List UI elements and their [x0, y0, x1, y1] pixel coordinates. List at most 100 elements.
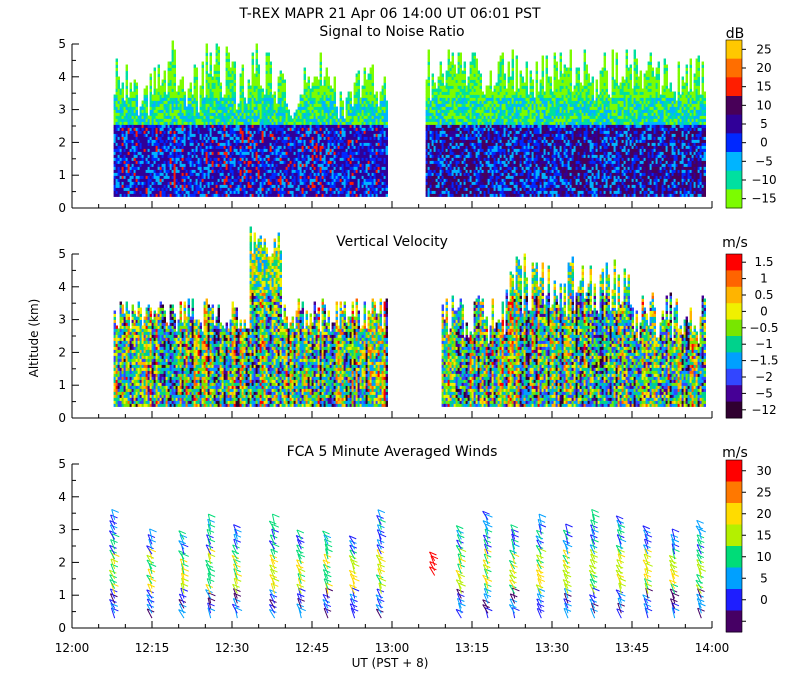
- heatmap-cell: [184, 98, 186, 101]
- heatmap-cell: [202, 77, 204, 80]
- snr-heatmap: [114, 41, 706, 197]
- heatmap-cell: [164, 80, 166, 83]
- heatmap-cell: [126, 80, 128, 83]
- heatmap-cell: [164, 74, 166, 77]
- heatmap-cell: [146, 89, 148, 92]
- heatmap-cell: [174, 53, 176, 56]
- heatmap-cell: [202, 71, 204, 74]
- heatmap-cell: [150, 80, 152, 83]
- heatmap-cell: [136, 86, 138, 89]
- heatmap-cell: [146, 86, 148, 89]
- heatmap-cell: [182, 83, 184, 86]
- heatmap-cell: [174, 56, 176, 59]
- main-title: T-REX MAPR 21 Apr 06 14:00 UT 06:01 PST: [238, 6, 541, 22]
- heatmap-cell: [196, 68, 198, 71]
- heatmap-cell: [174, 50, 176, 53]
- heatmap-cell: [174, 68, 176, 71]
- heatmap-cell: [116, 68, 118, 71]
- heatmap-cell: [150, 89, 152, 92]
- heatmap-cell: [122, 98, 124, 101]
- heatmap-cell: [126, 83, 128, 86]
- heatmap-cell: [146, 104, 148, 107]
- heatmap-cell: [136, 92, 138, 95]
- heatmap-cell: [126, 86, 128, 89]
- heatmap-cell: [136, 107, 138, 110]
- heatmap-cell: [182, 77, 184, 80]
- heatmap-cell: [184, 95, 186, 98]
- heatmap-cell: [182, 80, 184, 83]
- heatmap-cell: [182, 86, 184, 89]
- heatmap-cell: [130, 86, 132, 89]
- heatmap-cell: [202, 89, 204, 92]
- heatmap-cell: [130, 89, 132, 92]
- heatmap-cell: [196, 104, 198, 107]
- heatmap-cell: [202, 65, 204, 68]
- heatmap-cell: [172, 47, 174, 50]
- heatmap-cell: [164, 83, 166, 86]
- heatmap-cell: [202, 95, 204, 98]
- heatmap-cell: [136, 110, 138, 113]
- heatmap-cell: [126, 89, 128, 92]
- heatmap-cell: [126, 71, 128, 74]
- heatmap-cell: [202, 74, 204, 77]
- heatmap-cell: [158, 65, 160, 68]
- heatmap-cell: [136, 101, 138, 104]
- heatmap-cell: [190, 89, 192, 92]
- heatmap-cell: [122, 95, 124, 98]
- heatmap-cell: [196, 107, 198, 110]
- heatmap-cell: [116, 65, 118, 68]
- heatmap-cell: [164, 86, 166, 89]
- heatmap-cell: [158, 71, 160, 74]
- heatmap-cell: [172, 44, 174, 47]
- heatmap-cell: [174, 80, 176, 83]
- heatmap-cell: [164, 71, 166, 74]
- heatmap-cell: [174, 74, 176, 77]
- heatmap-cell: [190, 86, 192, 89]
- heatmap-cell: [136, 104, 138, 107]
- heatmap-cell: [154, 77, 156, 80]
- heatmap-cell: [202, 86, 204, 89]
- heatmap-cell: [126, 92, 128, 95]
- heatmap-cell: [122, 92, 124, 95]
- heatmap-cell: [158, 74, 160, 77]
- heatmap-cell: [202, 62, 204, 65]
- heatmap-cell: [196, 95, 198, 98]
- heatmap-cell: [136, 113, 138, 116]
- heatmap-cell: [150, 86, 152, 89]
- heatmap-cell: [196, 98, 198, 101]
- heatmap-cell: [184, 92, 186, 95]
- heatmap-cell: [196, 89, 198, 92]
- heatmap-cell: [174, 83, 176, 86]
- heatmap-cell: [158, 80, 160, 83]
- heatmap-cell: [164, 77, 166, 80]
- heatmap-cell: [116, 62, 118, 65]
- heatmap-cell: [136, 98, 138, 101]
- heatmap-cell: [174, 62, 176, 65]
- heatmap-cell: [118, 80, 120, 83]
- heatmap-cell: [146, 92, 148, 95]
- heatmap-cell: [154, 80, 156, 83]
- heatmap-cell: [184, 101, 186, 104]
- heatmap-cell: [196, 83, 198, 86]
- heatmap-cell: [190, 92, 192, 95]
- heatmap-cell: [202, 83, 204, 86]
- heatmap-cell: [126, 95, 128, 98]
- heatmap-cell: [146, 110, 148, 113]
- heatmap-cell: [146, 107, 148, 110]
- heatmap-cell: [174, 59, 176, 62]
- heatmap-cell: [136, 89, 138, 92]
- heatmap-cell: [158, 83, 160, 86]
- heatmap-cell: [174, 77, 176, 80]
- heatmap-cell: [174, 65, 176, 68]
- heatmap-cell: [116, 71, 118, 74]
- heatmap-cell: [196, 92, 198, 95]
- heatmap-cell: [118, 77, 120, 80]
- heatmap-cell: [174, 86, 176, 89]
- heatmap-cell: [158, 68, 160, 71]
- heatmap-cell: [202, 92, 204, 95]
- heatmap-cell: [126, 68, 128, 71]
- heatmap-cell: [154, 83, 156, 86]
- heatmap-cell: [154, 74, 156, 77]
- heatmap-cell: [150, 92, 152, 95]
